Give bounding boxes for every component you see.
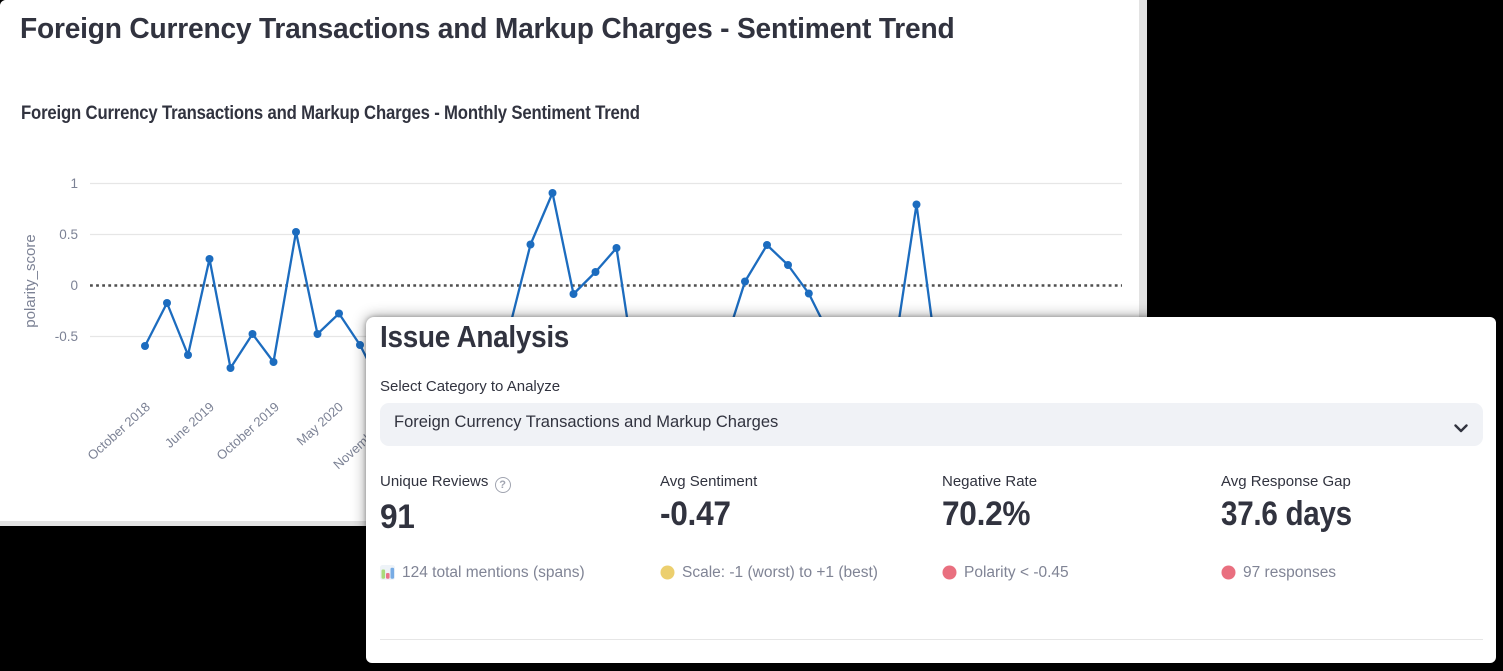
svg-text:June 2019: June 2019 (162, 399, 217, 451)
svg-text:October 2019: October 2019 (213, 399, 282, 463)
svg-text:October 2018: October 2018 (84, 399, 153, 463)
svg-text:1: 1 (70, 176, 78, 191)
svg-text:May 2020: May 2020 (294, 399, 346, 448)
svg-text:0.5: 0.5 (59, 227, 78, 242)
svg-text:0: 0 (70, 278, 78, 293)
svg-text:-0.5: -0.5 (55, 329, 78, 344)
svg-text:polarity_score: polarity_score (22, 234, 39, 327)
